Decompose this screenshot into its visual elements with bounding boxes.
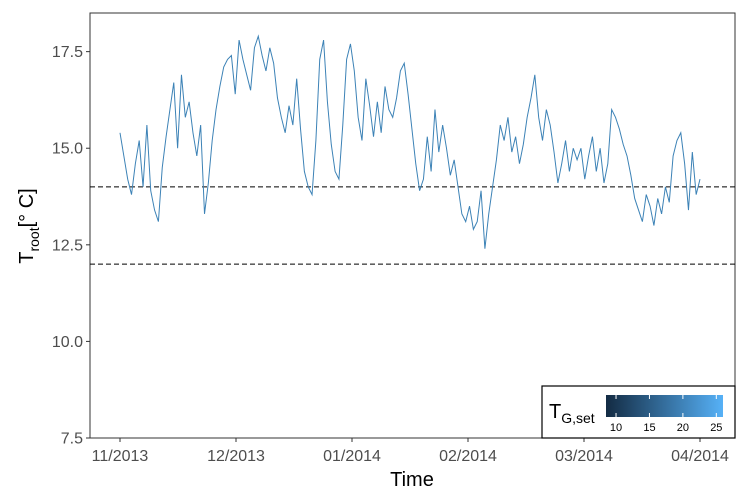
legend-title-sub: G,set xyxy=(561,410,595,426)
x-axis-ticks: 11/2013 12/2013 01/2014 02/2014 03/2014 04/20… xyxy=(92,438,729,465)
y-tick-label: 12.5 xyxy=(52,237,83,254)
legend-ticks: 10 15 20 25 xyxy=(610,395,722,434)
y-tick-label: 17.5 xyxy=(52,44,83,61)
legend-tick-label: 10 xyxy=(610,422,622,434)
y-axis-title: Troot[° C] xyxy=(16,188,42,263)
x-tick-label: 02/2014 xyxy=(439,448,497,465)
series-line xyxy=(119,34,701,249)
y-axis-title-unit: [° C] xyxy=(16,188,38,227)
y-tick-label: 7.5 xyxy=(61,431,83,448)
x-axis-title: Time xyxy=(390,469,434,491)
legend-colorbar xyxy=(606,395,723,417)
y-axis-ticks: 7.5 10.0 12.5 15.0 17.5 xyxy=(52,44,90,448)
legend-title: TG,set xyxy=(549,401,595,426)
x-tick-label: 12/2013 xyxy=(207,448,265,465)
x-tick-label: 03/2014 xyxy=(555,448,613,465)
y-axis-title-main: T xyxy=(16,252,38,264)
legend-tick-label: 25 xyxy=(710,422,722,434)
x-tick-label: 11/2013 xyxy=(92,448,149,465)
y-tick-label: 15.0 xyxy=(52,141,83,158)
legend-tick-label: 15 xyxy=(643,422,655,434)
legend-tick-label: 20 xyxy=(677,422,689,434)
legend: TG,set 10 15 20 25 xyxy=(541,385,736,439)
y-axis-title-sub: root xyxy=(26,227,42,251)
legend-title-main: T xyxy=(549,401,561,423)
plot-panel xyxy=(89,12,736,439)
x-tick-label: 01/2014 xyxy=(323,448,381,465)
y-tick-label: 10.0 xyxy=(52,334,83,351)
x-tick-label: 04/2014 xyxy=(671,448,729,465)
